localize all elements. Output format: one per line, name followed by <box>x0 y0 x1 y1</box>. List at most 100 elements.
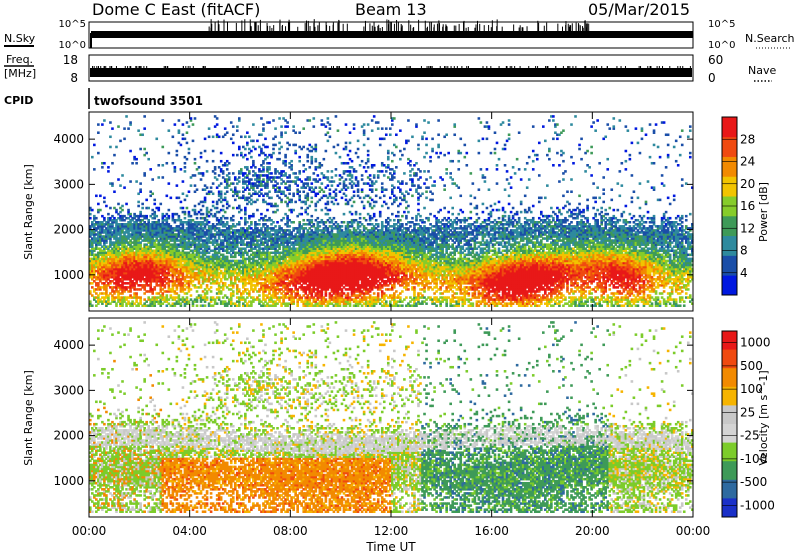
power-cell <box>211 204 215 208</box>
power-cell <box>127 247 130 250</box>
power-cell <box>117 245 120 248</box>
power-cell <box>153 296 157 299</box>
power-cell <box>161 273 165 277</box>
power-cell <box>89 216 92 220</box>
power-cell <box>169 247 173 250</box>
power-cell <box>103 275 106 279</box>
power-cell <box>272 119 275 122</box>
power-cell <box>221 282 225 285</box>
power-cell <box>109 261 112 265</box>
power-cell <box>125 237 128 240</box>
power-cell <box>161 267 165 271</box>
power-cell <box>147 218 150 222</box>
power-cell <box>127 253 130 257</box>
power-cell <box>203 216 207 220</box>
power-cell <box>123 249 126 253</box>
power-cell <box>211 261 215 265</box>
power-cell <box>179 277 183 281</box>
power-cell <box>244 267 247 271</box>
power-cell <box>163 247 167 250</box>
power-cell <box>244 208 247 212</box>
power-cell <box>119 257 122 261</box>
power-cell <box>119 253 122 257</box>
power-cell <box>191 123 195 126</box>
power-cell <box>125 271 128 275</box>
power-cell <box>171 288 175 291</box>
power-cell <box>155 284 159 287</box>
power-cell <box>248 178 251 181</box>
power-cell <box>115 229 118 232</box>
nsearch-tick-top: 10^5 <box>708 19 735 30</box>
power-cell <box>159 202 163 206</box>
power-cell <box>207 225 211 228</box>
power-cell <box>227 161 231 165</box>
power-cell <box>221 296 225 299</box>
power-cell <box>153 233 157 236</box>
power-data <box>89 115 694 307</box>
power-cell <box>225 261 229 265</box>
power-cell <box>139 210 142 214</box>
power-cell <box>276 208 279 212</box>
power-cell <box>242 243 245 246</box>
power-cell <box>103 257 106 261</box>
power-cell <box>129 241 132 244</box>
power-cell <box>231 231 235 234</box>
power-cell <box>231 125 235 128</box>
power-cell <box>97 235 100 238</box>
power-cell <box>169 235 173 238</box>
power-cell <box>183 235 187 238</box>
power-cell <box>159 237 163 240</box>
power-cell <box>119 227 122 230</box>
power-cell <box>225 251 229 255</box>
power-cell <box>250 304 253 307</box>
power-cell <box>252 139 255 143</box>
power-cell <box>117 282 120 285</box>
power-cell <box>227 302 231 305</box>
power-cell <box>147 235 150 238</box>
power-cell <box>171 245 175 248</box>
power-cell <box>179 271 183 275</box>
power-cell <box>201 204 205 208</box>
power-cell <box>93 288 96 291</box>
power-cell <box>221 273 225 277</box>
power-cell <box>143 269 146 273</box>
power-cell <box>99 298 102 301</box>
power-cell <box>125 249 128 253</box>
power-cell <box>187 302 191 305</box>
power-cell <box>131 227 134 230</box>
power-cell <box>107 223 110 226</box>
power-cell <box>197 257 201 261</box>
power-cell <box>221 243 225 246</box>
power-cell <box>233 304 237 307</box>
power-cell <box>187 235 191 238</box>
power-cell <box>149 239 153 242</box>
power-cell <box>175 212 179 216</box>
power-cell <box>143 251 146 255</box>
power-cell <box>101 277 104 281</box>
power-cell <box>173 302 177 305</box>
power-cell <box>117 249 120 253</box>
power-cell <box>133 241 136 244</box>
power-cell <box>197 245 201 248</box>
power-cell <box>233 235 237 238</box>
power-cell <box>193 225 197 228</box>
power-cell <box>195 273 199 277</box>
power-cell <box>185 275 189 279</box>
power-cell <box>183 251 187 255</box>
power-cell <box>231 245 235 248</box>
power-cell <box>237 302 241 305</box>
power-cell <box>145 290 148 293</box>
power-cell <box>119 239 122 242</box>
power-cell <box>135 227 138 230</box>
power-cell <box>157 255 161 259</box>
power-cell <box>173 235 177 238</box>
power-cell <box>103 286 106 289</box>
power-cell <box>231 263 235 267</box>
power-cell <box>121 300 124 303</box>
power-cell <box>95 239 98 242</box>
power-cell <box>105 300 108 303</box>
power-cell <box>137 245 140 248</box>
power-cell <box>231 241 235 244</box>
power-cell <box>91 277 94 281</box>
